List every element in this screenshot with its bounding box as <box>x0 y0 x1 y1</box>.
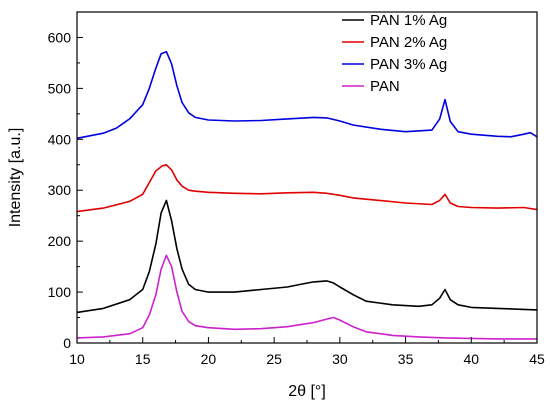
y-axis-title: Intensity [a.u.] <box>7 128 24 228</box>
y-tick-label: 400 <box>48 131 72 147</box>
legend-label: PAN <box>370 78 400 95</box>
y-tick-label: 0 <box>63 335 71 351</box>
y-tick-label: 200 <box>48 233 72 249</box>
x-axis: 10 15 20 25 30 35 40 45 <box>69 337 545 367</box>
y-tick-label: 300 <box>48 182 72 198</box>
series-line-2 <box>76 50 538 140</box>
x-tick-label: 25 <box>266 351 282 367</box>
legend: PAN 1% Ag PAN 2% Ag PAN 3% Ag PAN <box>342 12 447 95</box>
x-tick-label: 45 <box>529 351 545 367</box>
series-layer <box>76 50 538 340</box>
plot-frame <box>76 11 538 344</box>
series-line-0 <box>76 199 538 314</box>
x-axis-title: 2θ [°] <box>288 383 326 400</box>
y-tick-label: 100 <box>48 284 72 300</box>
y-tick-label: 600 <box>48 29 72 45</box>
legend-label: PAN 2% Ag <box>370 34 447 51</box>
x-tick-label: 20 <box>201 351 217 367</box>
x-tick-label: 15 <box>135 351 151 367</box>
x-tick-label: 10 <box>69 351 85 367</box>
legend-label: PAN 1% Ag <box>370 12 447 29</box>
y-tick-label: 500 <box>48 80 72 96</box>
x-tick-label: 40 <box>463 351 479 367</box>
legend-label: PAN 3% Ag <box>370 56 447 73</box>
x-tick-label: 35 <box>398 351 414 367</box>
y-axis: 0 100 200 300 400 500 600 <box>48 29 83 351</box>
x-tick-label: 30 <box>332 351 348 367</box>
series-line-1 <box>76 164 538 213</box>
series-line-3 <box>76 254 537 340</box>
